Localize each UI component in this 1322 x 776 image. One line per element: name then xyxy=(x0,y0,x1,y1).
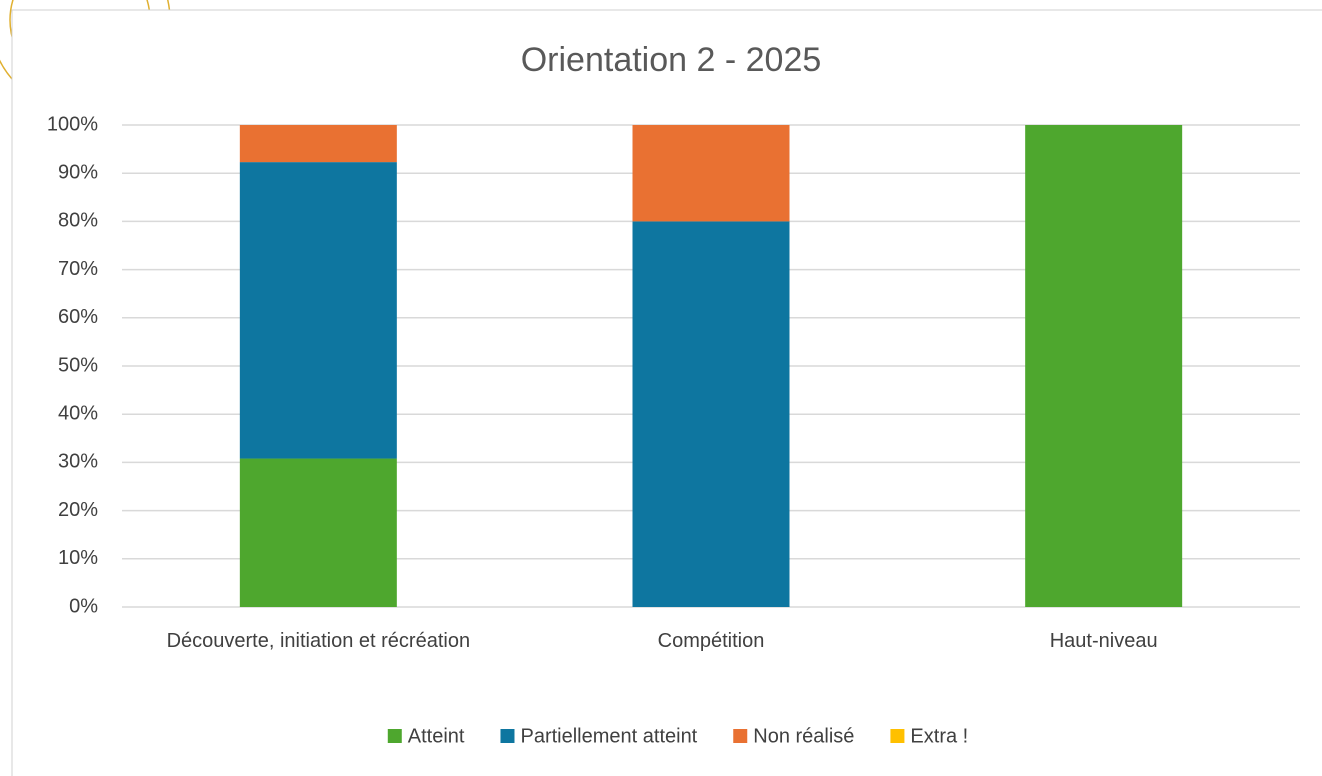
y-tick-label: 30% xyxy=(58,451,98,473)
legend-label: Atteint xyxy=(408,725,465,747)
legend-swatch xyxy=(733,729,748,743)
y-tick-label: 80% xyxy=(58,210,98,232)
y-tick-label: 60% xyxy=(58,306,98,328)
x-tick-label: Découverte, initiation et récréation xyxy=(166,630,471,652)
y-tick-label: 100% xyxy=(47,113,98,135)
legend-swatch xyxy=(500,729,515,743)
x-tick-label: Compétition xyxy=(657,630,765,652)
y-tick-label: 50% xyxy=(58,354,98,376)
y-tick-label: 40% xyxy=(58,402,98,424)
legend-label: Non réalisé xyxy=(753,725,854,747)
bar-segment xyxy=(239,458,397,607)
y-tick-label: 20% xyxy=(58,499,98,521)
legend-label: Extra ! xyxy=(910,725,968,747)
bar-segment xyxy=(1025,125,1183,607)
chart-title: Orientation 2 - 2025 xyxy=(521,41,822,79)
bar-segment xyxy=(632,221,790,607)
y-tick-label: 0% xyxy=(69,595,98,617)
bar-segment xyxy=(239,162,397,459)
x-tick-label: Haut-niveau xyxy=(1049,630,1158,652)
bar-segment xyxy=(632,125,790,222)
legend-swatch xyxy=(387,729,402,743)
y-tick-label: 70% xyxy=(58,258,98,280)
bar-segment xyxy=(239,125,397,163)
y-tick-label: 90% xyxy=(58,161,98,183)
legend-swatch xyxy=(890,729,905,743)
y-tick-label: 10% xyxy=(58,547,98,569)
legend-label: Partiellement atteint xyxy=(520,725,697,747)
